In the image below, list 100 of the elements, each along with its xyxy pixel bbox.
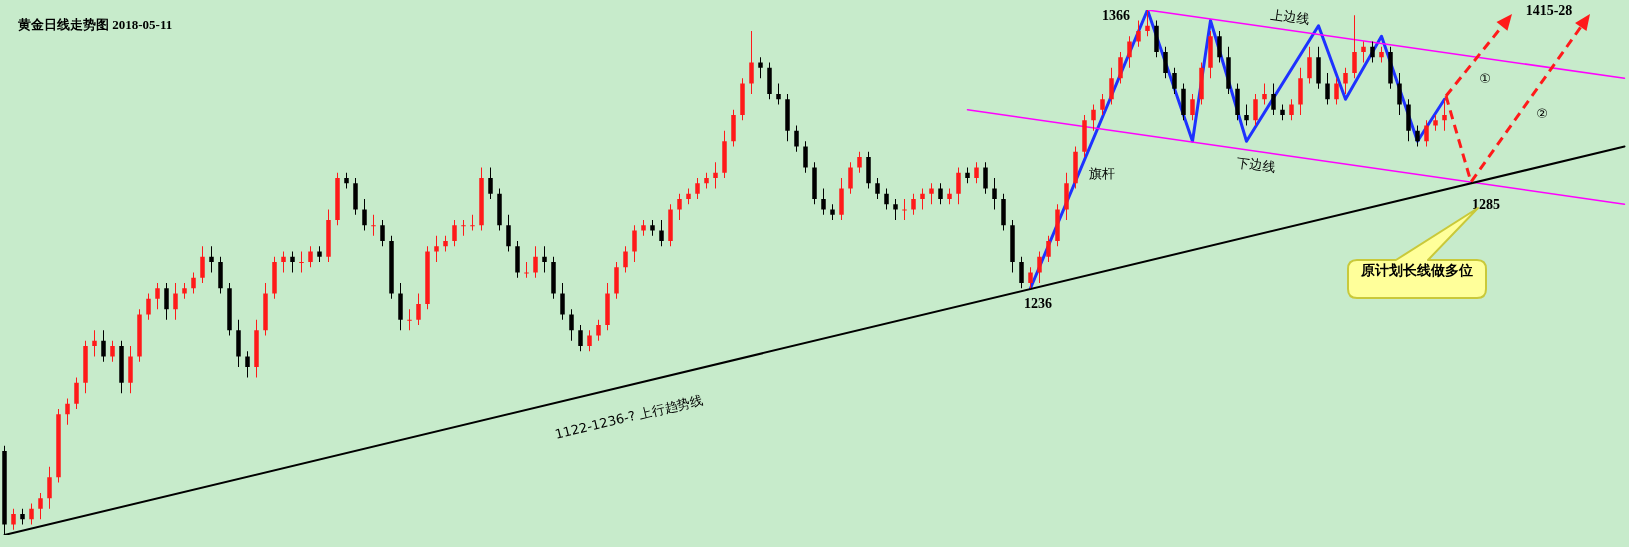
candlestick bbox=[29, 503, 34, 525]
candlestick bbox=[1163, 46, 1168, 79]
candlestick bbox=[758, 56, 763, 79]
annotation: 1415-28 bbox=[1525, 2, 1573, 18]
candlestick bbox=[173, 282, 178, 321]
candlestick bbox=[308, 245, 313, 268]
candlestick bbox=[290, 251, 295, 273]
candlestick bbox=[524, 261, 529, 279]
candlestick bbox=[470, 214, 475, 231]
candlestick bbox=[1217, 30, 1222, 63]
candlestick bbox=[1325, 72, 1330, 105]
candlestick bbox=[929, 182, 934, 205]
candlestick bbox=[677, 193, 682, 221]
candlestick bbox=[1037, 251, 1042, 284]
candlestick bbox=[794, 125, 799, 153]
candlestick bbox=[200, 245, 205, 284]
annotation: 1366 bbox=[1102, 7, 1130, 23]
candlestick bbox=[1019, 256, 1024, 289]
candlestick bbox=[1307, 46, 1312, 84]
candlestick bbox=[506, 214, 511, 252]
candlestick bbox=[596, 319, 601, 342]
text: 黄金日线走势图 2018-05-11 bbox=[17, 17, 173, 33]
candlestick bbox=[1334, 77, 1339, 105]
annotation: ② bbox=[1536, 106, 1548, 122]
candlestick bbox=[1424, 119, 1429, 147]
candlestick bbox=[848, 161, 853, 195]
candlestick bbox=[110, 340, 115, 363]
candlestick bbox=[299, 251, 304, 273]
candlestick bbox=[659, 219, 664, 247]
annotation: 下边线 bbox=[1235, 154, 1277, 176]
candlestick bbox=[209, 245, 214, 273]
candlestick bbox=[1262, 83, 1267, 105]
candlestick bbox=[893, 198, 898, 221]
candlestick bbox=[533, 245, 538, 279]
candlestick bbox=[1442, 98, 1447, 132]
candlestick bbox=[803, 140, 808, 174]
candlestick bbox=[452, 219, 457, 247]
candlestick bbox=[821, 188, 826, 216]
candlestick bbox=[146, 293, 151, 321]
candlestick bbox=[1244, 104, 1249, 126]
candlestick bbox=[632, 224, 637, 263]
annotation: 1236 bbox=[1024, 295, 1052, 311]
candlestick bbox=[1253, 93, 1258, 126]
candlestick bbox=[983, 161, 988, 195]
candlestick bbox=[191, 272, 196, 294]
candlestick bbox=[857, 151, 862, 174]
candlestick bbox=[1361, 41, 1366, 63]
candlestick bbox=[884, 188, 889, 210]
annotation: 原计划长线做多位 bbox=[1360, 262, 1474, 280]
candlestick bbox=[371, 214, 376, 237]
candlestick bbox=[92, 329, 97, 357]
candlestick bbox=[416, 293, 421, 326]
candlestick bbox=[974, 161, 979, 184]
candlestick bbox=[1343, 67, 1348, 95]
candlestick bbox=[956, 167, 961, 205]
candlestick bbox=[992, 177, 997, 210]
candlestick bbox=[695, 177, 700, 200]
candlestick bbox=[1271, 83, 1276, 116]
candlestick bbox=[1127, 35, 1132, 69]
candlestick bbox=[569, 308, 574, 342]
candlestick bbox=[749, 30, 754, 95]
annotation: 1285 bbox=[1472, 196, 1500, 212]
candlestick bbox=[38, 492, 43, 520]
candlestick bbox=[713, 161, 718, 189]
candlestick bbox=[461, 219, 466, 237]
candlestick bbox=[74, 377, 79, 410]
candlestick bbox=[911, 193, 916, 216]
candlestick bbox=[560, 282, 565, 321]
candlestick bbox=[1028, 266, 1033, 289]
candlestick bbox=[101, 329, 106, 363]
candlestick bbox=[1046, 235, 1051, 263]
candlestick bbox=[1370, 41, 1375, 63]
candlestick bbox=[1100, 93, 1105, 116]
candlestick bbox=[155, 282, 160, 310]
candlestick bbox=[164, 282, 169, 321]
candlestick bbox=[407, 308, 412, 331]
candlestick bbox=[434, 235, 439, 263]
candlestick bbox=[245, 350, 250, 378]
candlestick bbox=[1109, 67, 1114, 105]
candlestick bbox=[587, 329, 592, 352]
candlestick bbox=[920, 188, 925, 210]
candlestick bbox=[1289, 98, 1294, 121]
candlestick bbox=[623, 245, 628, 273]
candlestick bbox=[1145, 9, 1150, 37]
candlestick bbox=[281, 251, 286, 273]
annotation: 上边线 bbox=[1269, 6, 1311, 28]
candlestick bbox=[380, 219, 385, 247]
candlestick bbox=[1091, 104, 1096, 132]
candlestick bbox=[938, 182, 943, 205]
candlestick bbox=[1415, 125, 1420, 147]
candlestick bbox=[362, 198, 367, 231]
candlestick bbox=[65, 398, 70, 426]
candlestick bbox=[1172, 67, 1177, 95]
candlestick bbox=[1136, 20, 1141, 48]
candlestick bbox=[47, 466, 52, 510]
candlestick bbox=[488, 167, 493, 200]
candlestick bbox=[1190, 93, 1195, 121]
annotation: 旗杆 bbox=[1089, 166, 1115, 182]
candlestick bbox=[1352, 14, 1357, 79]
candlestick bbox=[578, 324, 583, 352]
